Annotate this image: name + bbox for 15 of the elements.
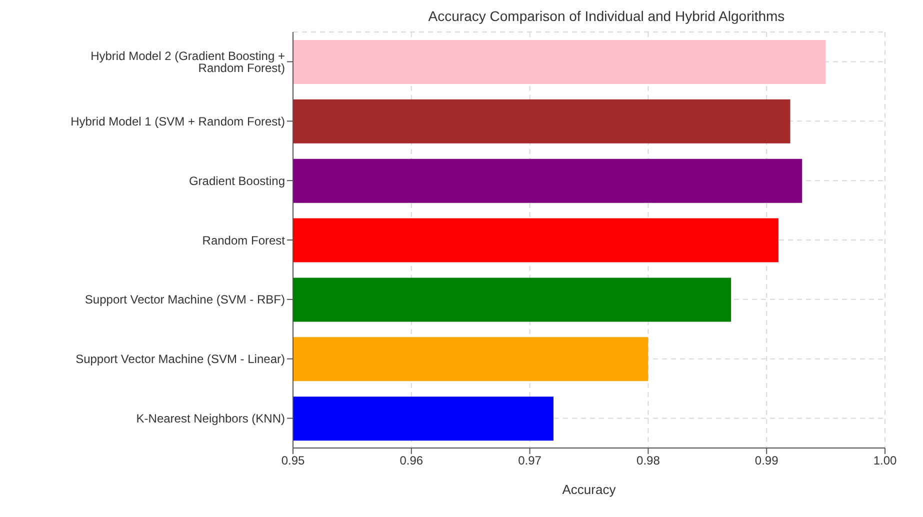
x-tick-label: 0.98	[636, 454, 660, 468]
y-tick-label: Gradient Boosting	[188, 174, 285, 188]
y-tick-label: Support Vector Machine (SVM - RBF)	[84, 292, 285, 307]
y-tick-label: K-Nearest Neighbors (KNN)	[136, 412, 285, 426]
x-tick-label: 0.96	[400, 454, 424, 468]
chart-title: Accuracy Comparison of Individual and Hybrid Algorithms	[427, 8, 786, 26]
x-tick-label: 0.97	[518, 454, 542, 468]
x-axis-title: Accuracy	[562, 482, 616, 497]
y-tick-label: Hybrid Model 2 (Gradient Boosting + Random Forest)	[90, 48, 285, 75]
y-tick-label: Hybrid Model 1 (SVM + Random Forest)	[70, 114, 286, 128]
x-tick-label: 0.99	[754, 454, 779, 468]
x-tick-label: 1.00	[873, 454, 897, 468]
x-tick-label: 0.95	[281, 454, 305, 468]
y-tick-label: Support Vector Machine (SVM - Linear)	[76, 352, 285, 366]
y-tick-label: Random Forest	[202, 233, 286, 248]
